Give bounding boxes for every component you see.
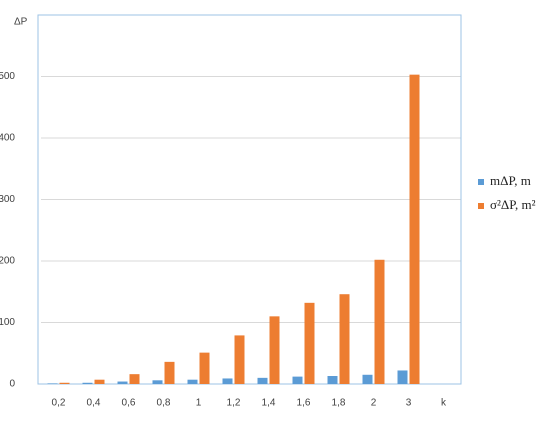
x-tick-label: 0,4 <box>87 398 101 409</box>
bar <box>47 383 58 384</box>
bar <box>164 361 175 384</box>
bar <box>304 302 315 384</box>
y-tick-label: 500 <box>0 71 15 82</box>
bar <box>257 377 268 384</box>
bar <box>82 382 93 384</box>
bar <box>94 379 105 384</box>
legend-label: σ²ΔP, m² <box>490 197 536 212</box>
x-tick-label: 0,8 <box>157 398 171 409</box>
bar <box>292 376 303 384</box>
legend-label: mΔP, m <box>490 173 531 188</box>
plot-frame <box>37 14 462 385</box>
bar <box>222 378 233 384</box>
bar <box>117 381 128 384</box>
bar <box>327 376 338 384</box>
legend-swatch <box>478 203 484 209</box>
bar <box>397 370 408 384</box>
x-axis-label: k <box>441 398 447 409</box>
bar <box>362 374 373 384</box>
x-tick-label: 3 <box>406 398 412 409</box>
x-tick-label: 2 <box>371 398 377 409</box>
bar <box>409 74 420 384</box>
bar <box>339 294 350 384</box>
bar <box>234 335 245 384</box>
bar <box>59 382 70 384</box>
bar <box>152 380 163 384</box>
y-axis-label: ΔP <box>14 17 28 28</box>
bar <box>129 374 140 384</box>
x-tick-label: 0,2 <box>52 398 66 409</box>
x-tick-label: 1,2 <box>227 398 241 409</box>
y-tick-label: 200 <box>0 256 15 267</box>
x-tick-label: 1,4 <box>262 398 276 409</box>
y-tick-label: 100 <box>0 317 15 328</box>
bar <box>374 259 385 384</box>
x-tick-label: 1 <box>196 398 202 409</box>
bar <box>269 316 280 384</box>
y-tick-label: 300 <box>0 194 15 205</box>
bar <box>187 379 198 384</box>
bar <box>199 352 210 384</box>
legend-swatch <box>478 179 484 185</box>
y-tick-label: 0 <box>9 379 15 390</box>
x-tick-label: 1,8 <box>332 398 346 409</box>
x-tick-label: 0,6 <box>122 398 136 409</box>
y-tick-label: 400 <box>0 133 15 144</box>
x-tick-label: 1,6 <box>297 398 311 409</box>
